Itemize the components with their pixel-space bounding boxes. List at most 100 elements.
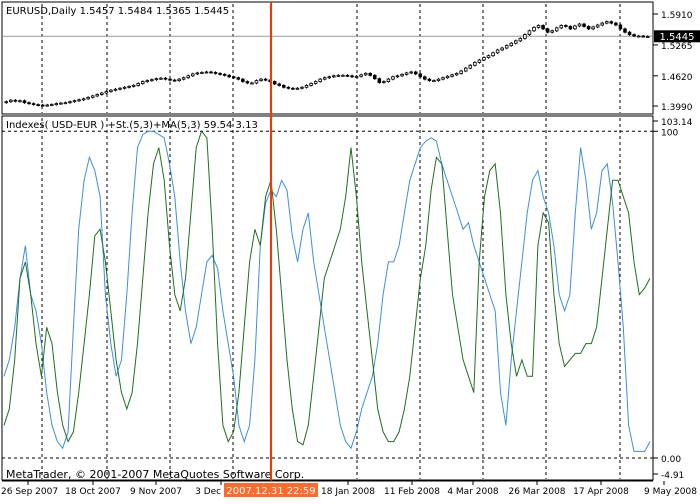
date-label: 18 Oct 2007 [65, 487, 121, 497]
candle-body [636, 35, 641, 38]
candle-body [309, 83, 313, 86]
candle-body [9, 99, 13, 103]
candle-body [618, 24, 623, 30]
candle-body [441, 77, 445, 80]
candle-body [605, 21, 609, 24]
candle-body [254, 80, 259, 84]
candle-body [172, 79, 177, 82]
candle-body [163, 77, 168, 80]
candle-body [263, 78, 268, 81]
candle-body [459, 70, 463, 74]
candle-body [509, 42, 514, 47]
candle-body [341, 74, 345, 77]
candle-body [573, 25, 577, 30]
candle-body [454, 73, 459, 76]
candle-body [213, 72, 218, 74]
candle-body [336, 74, 341, 77]
candle-body [463, 67, 468, 72]
date-label: 9 May 2008 [644, 487, 697, 497]
candle-body [322, 77, 327, 80]
price-panel[interactable]: EURUSD,Daily 1.5457 1.5484 1.5365 1.5445… [1, 1, 700, 115]
candle-body [150, 79, 154, 82]
candle-body [545, 28, 550, 33]
candle-body [22, 100, 27, 104]
candle-body [468, 64, 473, 69]
candle-body [495, 49, 500, 54]
candle-body [59, 102, 63, 105]
candle-body [386, 78, 391, 82]
date-label: 18 Jan 2008 [321, 487, 375, 497]
candle-body [368, 73, 372, 76]
candle-body [486, 55, 491, 59]
date-label: 11 Feb 2008 [384, 487, 440, 497]
candle-body [300, 86, 304, 89]
indicator-panel[interactable]: Indexes( USD-EUR ) +St.(5,3)+MA(5,3) 59.… [1, 115, 693, 481]
candle-body [473, 61, 477, 66]
candle-body [86, 96, 90, 100]
candle-body [231, 76, 236, 79]
candle-body [391, 76, 395, 80]
copyright-text: MetaTrader, © 2001-2007 MetaQuotes Softw… [6, 468, 304, 481]
current-price-label: 1.5445 [660, 32, 695, 43]
candle-body [241, 78, 245, 82]
candle-body [195, 72, 200, 75]
candle-body [245, 81, 250, 84]
candle-body [373, 74, 377, 80]
price-panel-frame [1, 1, 654, 115]
candle-body [345, 74, 350, 77]
candle-body [423, 76, 427, 80]
candle-body [614, 22, 618, 26]
candle-body [363, 73, 368, 76]
candle-body [68, 101, 72, 104]
candle-body [168, 78, 172, 81]
candle-body [277, 83, 281, 86]
candle-body [427, 78, 432, 82]
candle-body [591, 26, 595, 30]
price-label: 1.4620 [661, 73, 693, 83]
candle-body [204, 71, 209, 74]
candle-body [432, 80, 436, 83]
candle-body [4, 101, 9, 104]
candle-body [181, 77, 186, 80]
candle-body [81, 98, 86, 101]
indicator-scale-label: 103.14 [661, 118, 693, 128]
candle-body [191, 73, 195, 77]
candle-body [564, 25, 568, 27]
date-label: 26 Mar 2008 [508, 487, 565, 497]
candle-body [177, 78, 181, 82]
candle-body [550, 30, 554, 33]
candle-body [136, 83, 140, 86]
candle-body [54, 103, 59, 106]
candle-body [559, 25, 564, 29]
indicator-info-text: Indexes( USD-EUR ) +St.(5,3)+MA(5,3) 59.… [6, 120, 258, 131]
crosshair-date-badge: 2007.12.31 22:59 [224, 483, 318, 497]
candle-body [413, 71, 418, 75]
candle-body [140, 81, 145, 84]
candle-body [409, 71, 413, 74]
candle-body [536, 25, 541, 28]
candle-body [104, 91, 109, 94]
candle-body [286, 86, 291, 89]
candle-body [72, 100, 77, 103]
candle-body [272, 81, 277, 85]
candle-body [518, 38, 523, 42]
candle-body [282, 84, 286, 88]
candle-body [40, 104, 45, 107]
candle-body [568, 26, 573, 30]
candle-body [382, 81, 386, 83]
indicator-scale-label: 100 [661, 128, 678, 138]
current-price-marker: 1.5445 [654, 30, 700, 43]
candle-body [77, 99, 81, 102]
candle-body [527, 30, 532, 36]
candle-body [577, 23, 582, 27]
candle-body [541, 25, 545, 30]
candle-body [154, 78, 159, 81]
candle-body [482, 57, 486, 61]
candle-body [623, 28, 627, 33]
candle-body [404, 72, 409, 75]
candle-body [50, 104, 54, 106]
candle-body [250, 82, 254, 85]
candle-body [350, 75, 354, 78]
